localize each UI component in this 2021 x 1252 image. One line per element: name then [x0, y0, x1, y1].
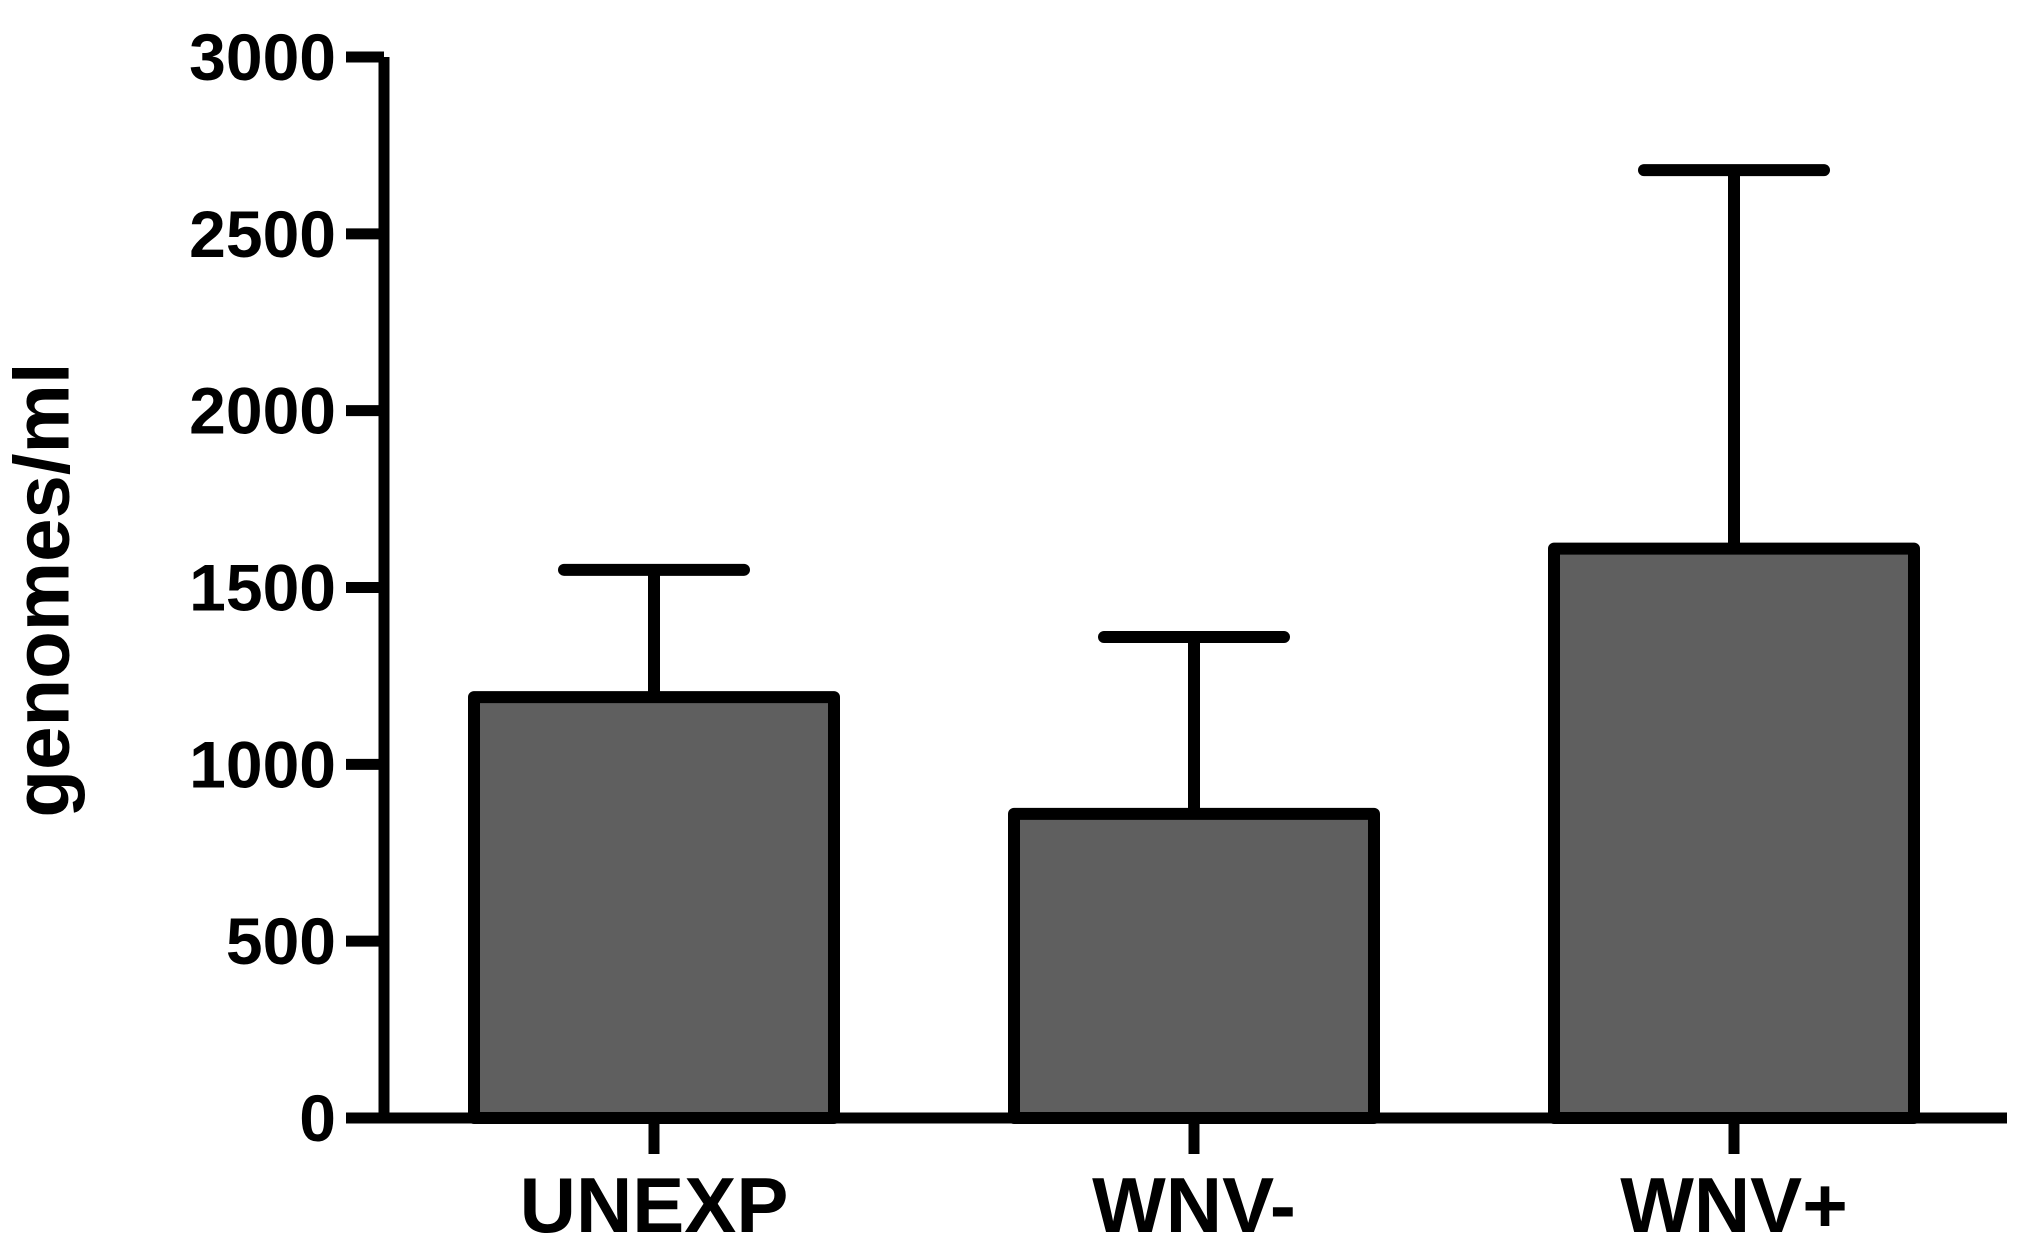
y-tick-label-2500: 2500: [189, 197, 336, 271]
y-tick-label-1000: 1000: [189, 727, 336, 801]
y-tick-label-500: 500: [226, 904, 336, 978]
x-tick-label-unexp: UNEXP: [520, 1161, 789, 1249]
y-tick-label-1500: 1500: [189, 551, 336, 625]
x-tick-label-wnvplus: WNV+: [1620, 1161, 1848, 1249]
error-bars-layer: [558, 164, 1830, 814]
y-axis-title: genomes/ml: [0, 362, 86, 817]
y-tick-label-0: 0: [299, 1081, 336, 1155]
y-ticks-layer: 0 500 1000 1500 2000 2500 3000: [189, 20, 384, 1155]
y-tick-label-2000: 2000: [189, 374, 336, 448]
bar-wnvplus: [1548, 542, 1920, 1124]
x-ticks-layer: UNEXP WNV- WNV+: [520, 1118, 1848, 1249]
bar-unexp: [468, 691, 840, 1124]
x-tick-label-wnvminus: WNV-: [1092, 1161, 1296, 1249]
bar-wnvminus: [1008, 807, 1380, 1124]
y-tick-label-3000: 3000: [189, 20, 336, 94]
